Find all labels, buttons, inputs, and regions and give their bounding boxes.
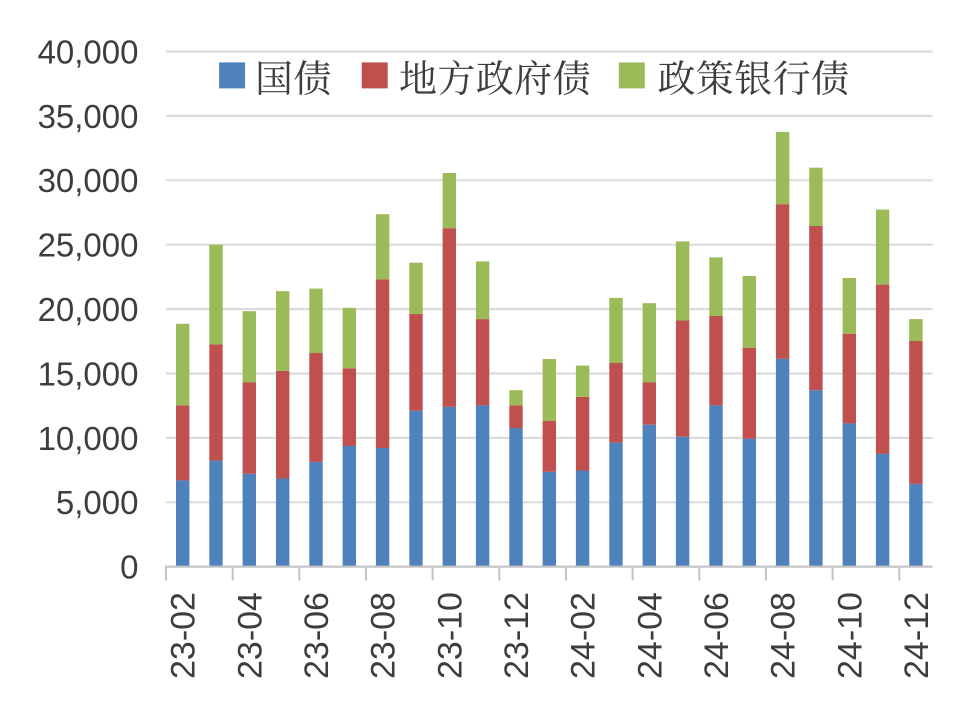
svg-text:15,000: 15,000	[38, 355, 139, 392]
svg-text:25,000: 25,000	[38, 227, 139, 264]
svg-text:5,000: 5,000	[56, 484, 139, 521]
svg-text:10,000: 10,000	[38, 420, 139, 457]
svg-text:30,000: 30,000	[38, 162, 139, 199]
svg-text:23-08: 23-08	[365, 592, 403, 679]
svg-text:0: 0	[120, 549, 138, 586]
svg-text:20,000: 20,000	[38, 291, 139, 328]
svg-text:35,000: 35,000	[38, 98, 139, 135]
svg-text:23-12: 23-12	[498, 592, 536, 679]
svg-text:23-02: 23-02	[165, 592, 203, 679]
svg-text:24-02: 24-02	[565, 592, 603, 679]
svg-text:24-08: 24-08	[765, 592, 803, 679]
svg-text:24-10: 24-10	[831, 592, 869, 679]
svg-text:24-06: 24-06	[698, 592, 736, 679]
svg-text:24-04: 24-04	[631, 592, 669, 679]
svg-text:23-10: 23-10	[431, 592, 469, 679]
svg-text:23-04: 23-04	[231, 592, 269, 679]
svg-text:40,000: 40,000	[38, 33, 139, 70]
svg-text:23-06: 23-06	[298, 592, 336, 679]
svg-text:24-12: 24-12	[898, 592, 936, 679]
